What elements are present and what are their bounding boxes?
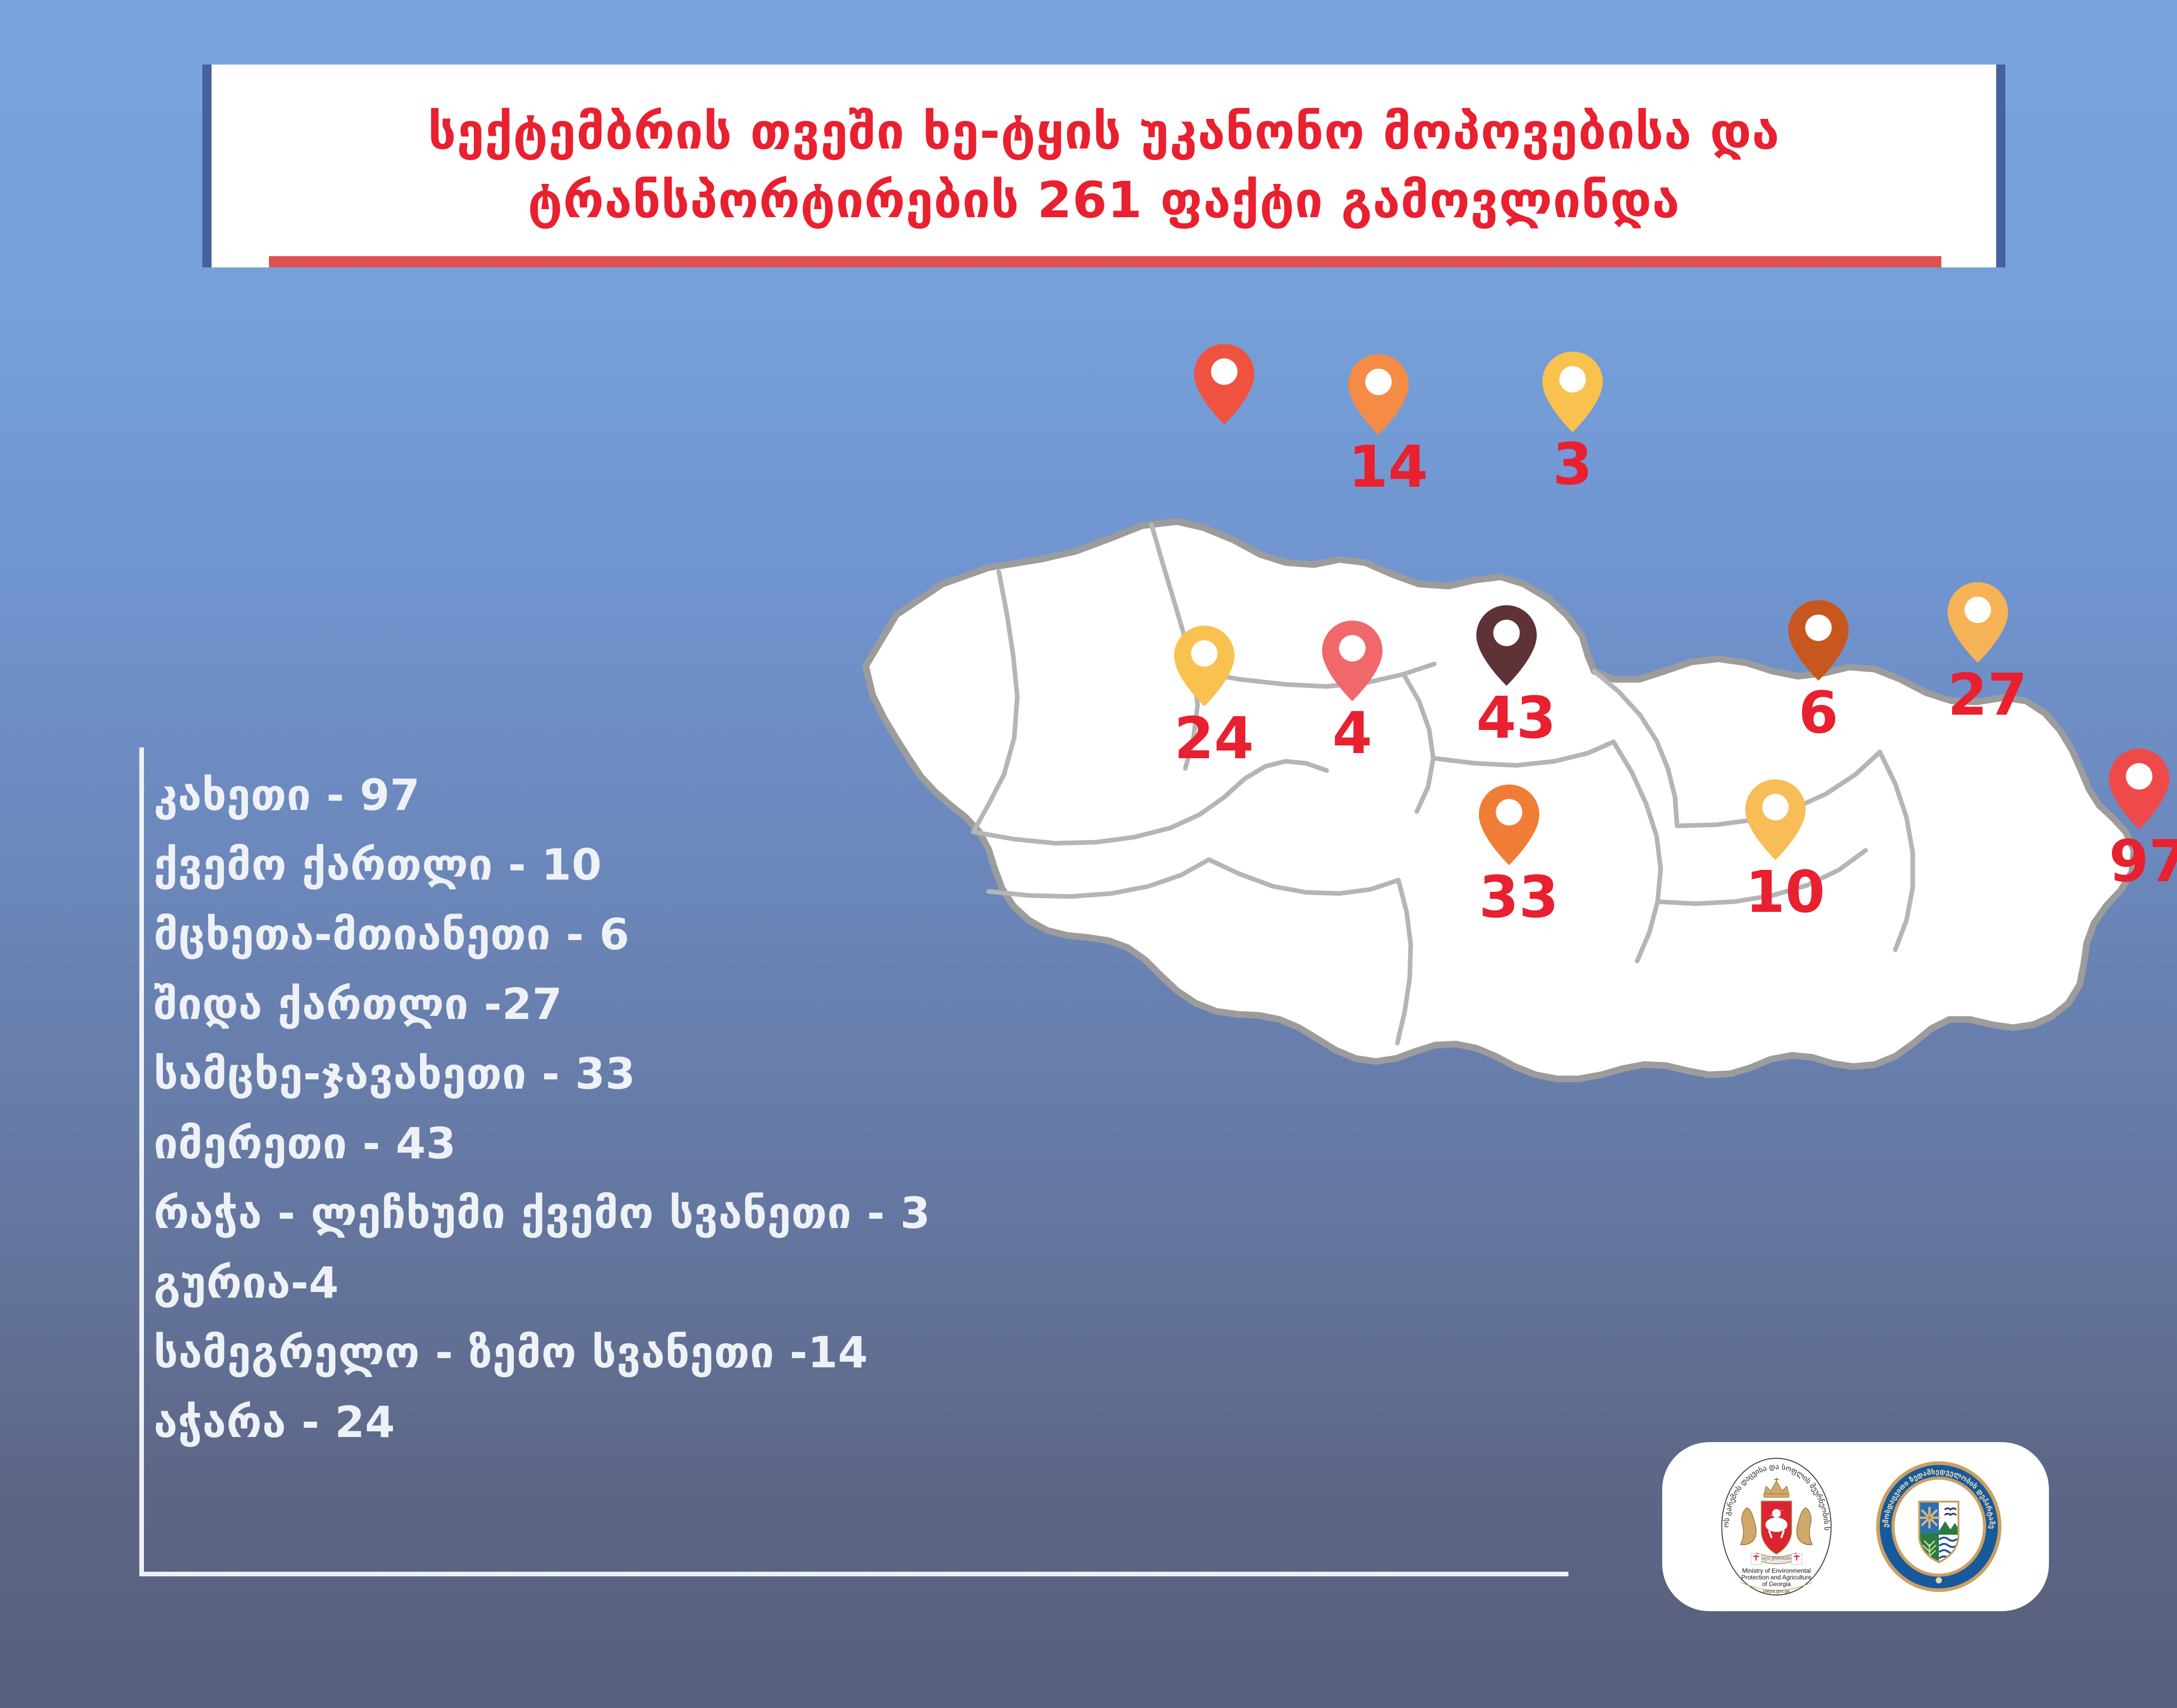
region-legend-list: კახეთი - 97 ქვემო ქართლი - 10 მცხეთა-მთი…: [154, 774, 1383, 1470]
marker-value: 4: [1332, 700, 1372, 767]
list-item: კახეთი - 97: [154, 770, 421, 820]
location-pin-icon: [1348, 354, 1409, 435]
ministry-name-line-3: of Georgia: [1762, 1580, 1791, 1588]
map-marker[interactable]: 6: [1788, 599, 1849, 742]
title-bar-bottom: [269, 256, 1941, 267]
environmental-supervision-logo: გარემოსდაცვითი ზედამხედველობის დეპარტამე…: [1872, 1460, 2001, 1592]
marker-value: 14: [1348, 434, 1428, 501]
georgia-map: 14 3 24 4 43 6: [835, 344, 2177, 1230]
map-marker[interactable]: 43: [1476, 605, 1556, 747]
marker-value: 33: [1479, 864, 1559, 931]
location-pin-icon: [1174, 626, 1235, 706]
list-item: რაჭა - ლეჩხუმი ქვემო სვანეთი - 3: [154, 1188, 931, 1238]
legend-rule-horizontal: [139, 1572, 1568, 1576]
list-item: შიდა ქართლი -27: [154, 979, 562, 1029]
marker-value: 27: [1948, 662, 2027, 728]
list-item: ქვემო ქართლი - 10: [154, 840, 602, 890]
ministry-name-line-2: Protection and Agriculture: [1741, 1574, 1811, 1581]
map-marker[interactable]: 3: [1542, 351, 1603, 493]
location-pin-icon: [1948, 582, 2008, 663]
map-marker[interactable]: 97: [2109, 748, 2177, 890]
location-pin-icon: [1788, 600, 1849, 681]
list-item: მცხეთა-მთიანეთი - 6: [154, 909, 630, 960]
list-item: იმერეთი - 43: [154, 1118, 456, 1169]
map-marker[interactable]: 27: [1948, 581, 2027, 724]
map-marker[interactable]: 14: [1348, 353, 1428, 496]
map-marker[interactable]: 33: [1479, 784, 1559, 926]
logo-card: საქართველოს გარემოს დაცვისა და სოფლის მე…: [1662, 1442, 2049, 1611]
map-marker[interactable]: 24: [1174, 625, 1254, 767]
location-pin-icon: [1542, 351, 1603, 432]
marker-value: 6: [1798, 680, 1838, 746]
ministry-emblem-logo: საქართველოს გარემოს დაცვისა და სოფლის მე…: [1706, 1456, 1832, 1596]
location-pin-icon: [2109, 748, 2170, 829]
location-pin-icon: [1322, 620, 1383, 701]
page-title-line-1: სექტემბრის თვეში ხე-ტყის უკანონო მოპოვებ…: [428, 102, 1780, 161]
ministry-name-line-1: Ministry of Environmental: [1742, 1567, 1810, 1574]
page-title-line-2: ტრანსპორტირების 261 ფაქტი გამოვლინდა: [528, 171, 1680, 229]
map-internal-borders: [971, 522, 1915, 1046]
list-item: სამცხე-ჯავახეთი - 33: [154, 1049, 636, 1099]
map-marker[interactable]: 4: [1322, 620, 1383, 762]
map-marker[interactable]: 10: [1745, 779, 1825, 921]
ministry-website: mepa.gov.ge: [1763, 1589, 1789, 1594]
location-pin-icon: [1479, 784, 1540, 865]
marker-value: 3: [1553, 431, 1593, 498]
list-item: გურია-4: [154, 1258, 339, 1308]
ministry-motto: ძალა ერთობაშია: [1760, 1556, 1793, 1560]
list-item: აჭარა - 24: [154, 1397, 395, 1447]
marker-value: 43: [1476, 685, 1556, 752]
legend-rule-vertical: [139, 747, 144, 1575]
marker-value: 97: [2109, 828, 2177, 895]
marker-value: 24: [1174, 705, 1254, 772]
map-marker[interactable]: [1194, 343, 1254, 425]
marker-value: 10: [1745, 859, 1825, 926]
location-pin-icon: [1745, 779, 1806, 860]
list-item: სამეგრელო - ზემო სვანეთი -14: [154, 1327, 868, 1378]
location-pin-icon: [1476, 605, 1537, 686]
title-plate: სექტემბრის თვეში ხე-ტყის უკანონო მოპოვებ…: [202, 65, 2005, 267]
location-pin-icon: [1194, 344, 1254, 425]
